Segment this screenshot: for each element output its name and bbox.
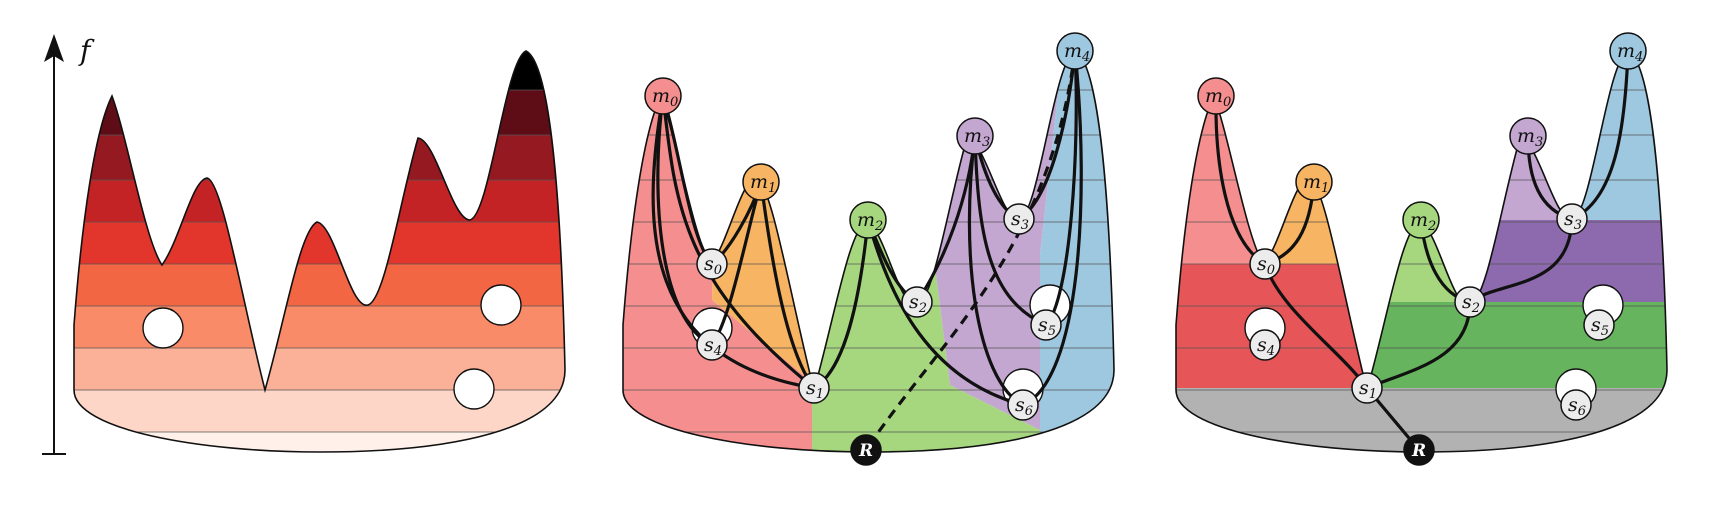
- svg-text:s6: s6: [1015, 394, 1033, 419]
- svg-text:s0: s0: [704, 253, 722, 278]
- svg-text:m4: m4: [1617, 40, 1643, 65]
- panel-scalar-field: f: [42, 34, 566, 455]
- tree-nodes: m0 m1 m2 m3 m4 s0 s1 s2 s3 s4 s5 s6 R: [1197, 32, 1647, 466]
- svg-text:s3: s3: [1011, 208, 1029, 233]
- node-m0: m0: [644, 77, 682, 115]
- node-s3: s3: [1003, 203, 1035, 235]
- terrain-holes: [142, 284, 522, 410]
- svg-text:R: R: [858, 441, 873, 461]
- node-root: R: [850, 434, 882, 466]
- node-m3: m3: [1509, 117, 1547, 155]
- panel-merge-tree: m0 m1 m2 m3 m4 s0 s1 s2 s3 s4 s5 s6 R: [1175, 32, 1668, 466]
- svg-text:s1: s1: [806, 377, 824, 402]
- svg-text:m0: m0: [652, 85, 678, 110]
- node-s3: s3: [1556, 203, 1588, 235]
- node-s5: s5: [1583, 309, 1615, 341]
- svg-text:s5: s5: [1591, 314, 1609, 339]
- node-m3: m3: [956, 117, 994, 155]
- node-s6: s6: [1560, 389, 1592, 421]
- svg-text:s4: s4: [1257, 334, 1275, 359]
- node-s6: s6: [1007, 389, 1039, 421]
- node-m0: m0: [1197, 77, 1235, 115]
- node-m1: m1: [742, 163, 780, 201]
- axis-label: f: [78, 34, 95, 67]
- svg-text:m0: m0: [1205, 85, 1231, 110]
- svg-text:m1: m1: [750, 171, 776, 196]
- node-s1: s1: [798, 372, 830, 404]
- svg-text:m4: m4: [1064, 40, 1090, 65]
- integral-paths: [651, 50, 1083, 451]
- node-s4: s4: [1249, 329, 1281, 361]
- svg-text:s3: s3: [1564, 208, 1582, 233]
- panel-segmentation: m0 m1 m2 m3 m4 s0 s1 s2 s3 s4 s5 s6 R: [622, 32, 1115, 466]
- node-s0: s0: [1249, 248, 1281, 280]
- svg-text:s6: s6: [1568, 394, 1586, 419]
- node-s0: s0: [696, 248, 728, 280]
- node-s4: s4: [696, 329, 728, 361]
- svg-text:m3: m3: [964, 125, 990, 150]
- svg-text:m3: m3: [1517, 125, 1543, 150]
- svg-text:m2: m2: [857, 209, 883, 234]
- node-s5: s5: [1030, 309, 1062, 341]
- node-s2: s2: [901, 286, 933, 318]
- svg-text:m1: m1: [1303, 171, 1329, 196]
- svg-text:m2: m2: [1410, 209, 1436, 234]
- node-m2: m2: [849, 201, 887, 239]
- svg-text:s0: s0: [1257, 253, 1275, 278]
- level-bands: [74, 51, 565, 452]
- node-m2: m2: [1402, 201, 1440, 239]
- svg-text:s5: s5: [1038, 314, 1056, 339]
- node-s1: s1: [1351, 372, 1383, 404]
- svg-text:s2: s2: [909, 291, 927, 316]
- node-m4: m4: [1609, 32, 1647, 70]
- node-root: R: [1403, 434, 1435, 466]
- node-m4: m4: [1056, 32, 1094, 70]
- node-s2: s2: [1454, 286, 1486, 318]
- svg-text:s4: s4: [704, 334, 722, 359]
- svg-text:s1: s1: [1359, 377, 1377, 402]
- graph-nodes: m0 m1 m2 m3 m4 s0 s1 s2 s3 s4 s5 s6 R: [644, 32, 1094, 466]
- region-m4: [1040, 51, 1114, 452]
- node-m1: m1: [1295, 163, 1333, 201]
- svg-text:s2: s2: [1462, 291, 1480, 316]
- svg-text:R: R: [1411, 441, 1426, 461]
